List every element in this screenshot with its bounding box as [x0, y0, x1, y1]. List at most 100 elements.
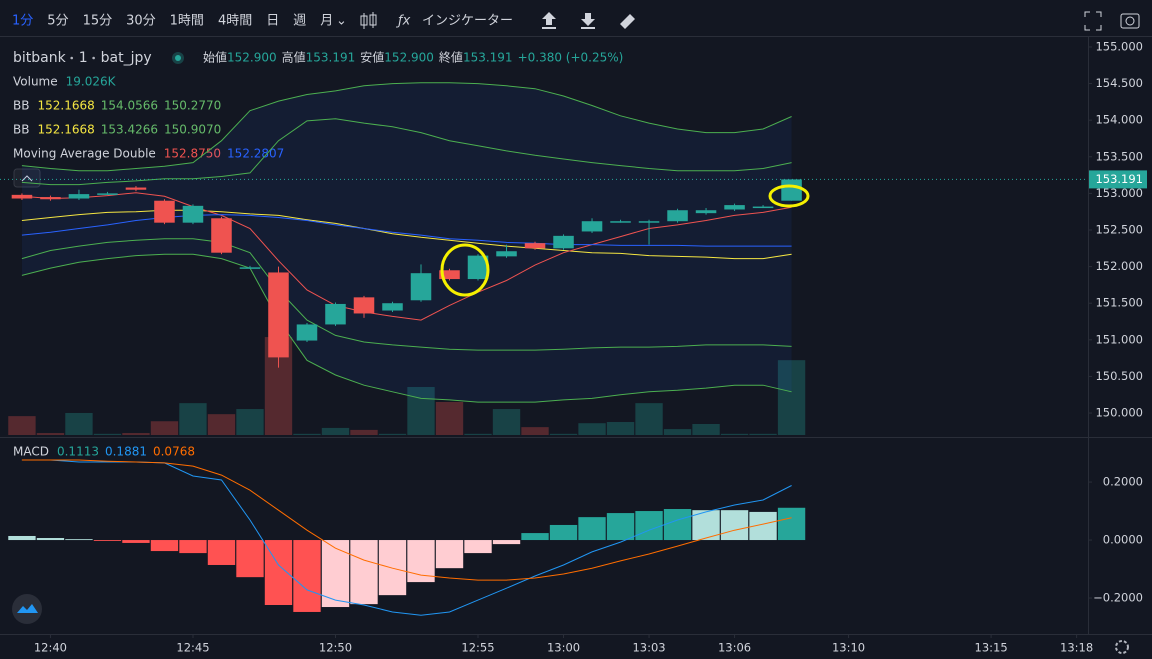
volume-bar	[321, 427, 350, 435]
histogram-bar	[321, 540, 350, 608]
x-tick-label: 13:00	[547, 641, 580, 655]
symbol-text: 1	[79, 50, 88, 66]
candle-body	[211, 218, 232, 253]
collapse-button[interactable]	[13, 168, 41, 188]
histogram-bar	[93, 540, 122, 541]
interval-button[interactable]: 5分	[47, 14, 68, 29]
y-tick-label: 153.500	[1095, 149, 1143, 163]
interval-button[interactable]: 1時間	[170, 14, 204, 29]
last-price-box	[1089, 170, 1147, 189]
indicator-value: 0.1881	[105, 445, 147, 459]
histogram-bar	[777, 507, 806, 541]
change-value: +0.380 (+0.25%)	[518, 51, 624, 65]
volume-bar	[8, 416, 36, 435]
interval-button[interactable]: 日	[266, 14, 279, 29]
eraser-icon[interactable]	[620, 14, 635, 29]
histogram-bar	[236, 540, 264, 578]
y-tick-label: 0.2000	[1103, 475, 1143, 489]
candle-body	[781, 179, 802, 201]
toolbar: ⌄ ƒx 1分 5分 15分 30分 1時間 4時間日週月 インジケーター	[12, 11, 1140, 31]
x-tick-label: 13:03	[632, 641, 665, 655]
histogram-bar	[350, 540, 378, 605]
indicator-name: MACD	[13, 445, 49, 459]
x-tick-label: 13:10	[832, 641, 865, 655]
histogram-bar	[8, 535, 36, 541]
y-tick-label: 152.000	[1095, 259, 1143, 273]
indicator-value: 152.1668	[37, 99, 94, 113]
volume-bar	[293, 433, 321, 435]
interval-button[interactable]: 1分	[12, 14, 33, 29]
volume-bar	[720, 433, 749, 435]
chart-style-icon[interactable]	[360, 12, 377, 29]
ohlc-value: 152.900	[384, 51, 434, 65]
volume-bar	[65, 412, 93, 435]
download-icon[interactable]	[581, 13, 595, 29]
candle-body	[610, 221, 631, 223]
candle-body	[581, 221, 603, 232]
legend: bitbank 1 bat_jpy 始値 152.900 高値 153.191 安値 152.9…	[13, 50, 623, 459]
ohlc-label: 安値	[360, 50, 384, 65]
y-tick-label: 150.000	[1095, 406, 1143, 420]
screenshot-icon[interactable]	[1120, 13, 1140, 29]
indicator-name: BB	[13, 99, 29, 113]
candle-body	[439, 270, 460, 280]
histogram-bar	[435, 540, 464, 569]
candle-body	[239, 267, 261, 269]
interval-button[interactable]: 4時間	[218, 14, 252, 29]
candle-body	[524, 243, 546, 249]
interval-button[interactable]: 15分	[83, 14, 113, 29]
chevron-icon[interactable]: ⌄	[336, 14, 347, 29]
symbol-text: bitbank	[13, 50, 67, 66]
indicator-line	[21, 209, 792, 260]
settings-icon[interactable]	[1115, 640, 1129, 654]
volume-bar	[236, 409, 264, 435]
histogram-bar	[378, 540, 407, 596]
x-tick-label: 12:50	[319, 641, 352, 655]
annotations	[440, 184, 810, 297]
separator-dot	[92, 56, 95, 60]
logo[interactable]	[12, 594, 42, 624]
histogram-bar	[663, 509, 692, 541]
ohlc-label: 高値	[282, 50, 306, 65]
histogram-bar	[578, 517, 606, 541]
indicator-value: 152.8750	[164, 147, 221, 161]
volume-bar	[663, 429, 692, 435]
macd-line	[21, 459, 792, 581]
candle-body	[496, 251, 517, 257]
candle-body	[68, 194, 90, 199]
y-tick-label: 154.500	[1095, 76, 1143, 90]
y-tick-label: 151.500	[1095, 296, 1143, 310]
fullscreen-icon[interactable]	[1084, 11, 1102, 31]
indicator-value: 154.0566	[101, 99, 158, 113]
market-status-dot	[175, 55, 181, 61]
y-tick-label: 155.000	[1095, 39, 1143, 53]
histogram-bar	[492, 540, 521, 545]
fx-icon[interactable]: ƒx	[395, 14, 411, 29]
candle-body	[154, 200, 175, 223]
candle-body	[11, 194, 33, 199]
indicator-line	[21, 192, 792, 321]
ohlc-value: 152.900	[227, 51, 277, 65]
volume-bar	[350, 429, 378, 435]
x-tick-label: 12:55	[461, 641, 494, 655]
upload-icon[interactable]	[542, 12, 556, 29]
volume-bar	[36, 433, 65, 435]
candle-body	[353, 297, 375, 314]
candle-body	[467, 255, 489, 280]
interval-button[interactable]: 30分	[126, 14, 156, 29]
candle-body	[125, 187, 147, 190]
ohlc-label: 終値	[439, 50, 463, 65]
histogram-bar	[207, 540, 236, 565]
indicators-button[interactable]: インジケーター	[422, 14, 513, 29]
interval-button[interactable]: 週	[293, 14, 306, 29]
interval-button[interactable]: 月	[320, 14, 333, 29]
candle-body	[296, 324, 318, 341]
candle-body	[638, 221, 660, 223]
candle-body	[752, 206, 774, 209]
candle-body	[695, 210, 717, 214]
plot-area: 155.000 154.500 154.000 153.500 153.000 152.5…	[0, 39, 1147, 655]
indicator-line	[21, 238, 792, 351]
band-fill	[21, 82, 792, 403]
indicator-value: 19.026K	[66, 75, 117, 89]
